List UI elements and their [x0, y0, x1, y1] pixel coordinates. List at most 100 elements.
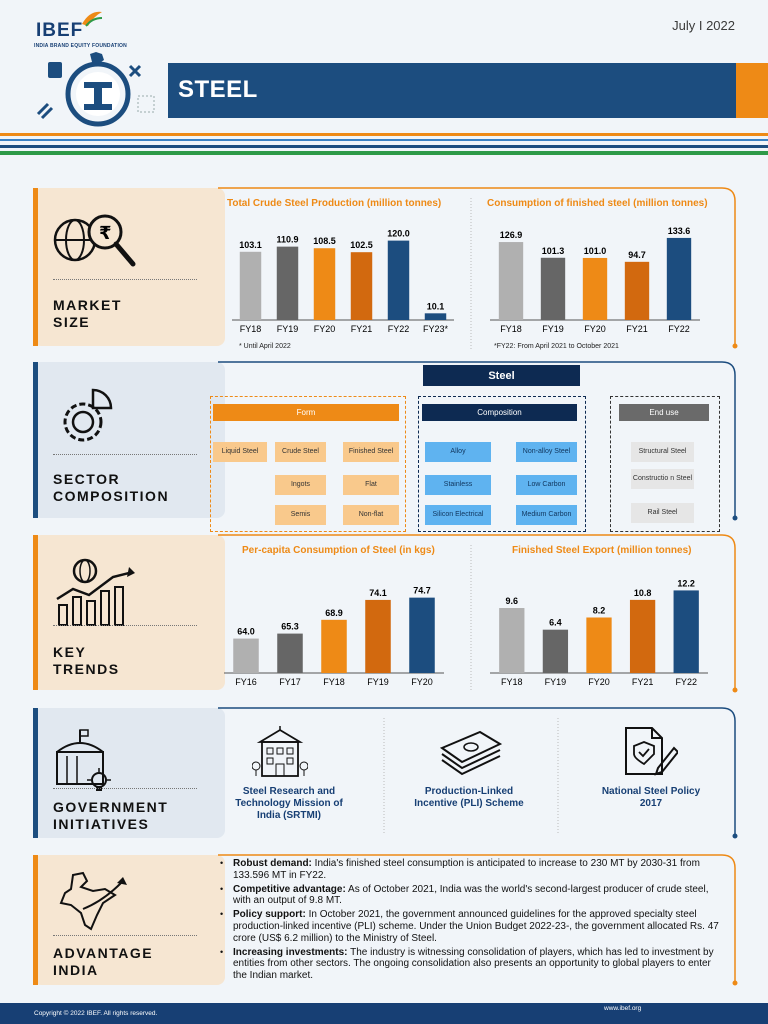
data-label: 94.7	[628, 250, 646, 260]
category-label: FY18	[500, 324, 522, 334]
category-label: FY20	[314, 324, 336, 334]
bar-chart-svg: 64.0 FY16 65.3 FY17 68.9 FY18 74.1 FY19 74.7 FY20	[224, 586, 444, 687]
chart-title: Consumption of finished steel (million t…	[487, 198, 708, 209]
bar-chart-svg: 103.1 FY18 110.9 FY19 108.5 FY20 102.5 FY21 120.…	[232, 229, 454, 334]
title-accent	[736, 63, 768, 118]
bar-FY17	[277, 633, 303, 673]
section-market-size: ₹ MARKET SIZE	[33, 188, 225, 346]
composition-item: Alloy	[425, 442, 491, 462]
category-label: FY21	[626, 324, 648, 334]
composition-title: Steel	[423, 365, 580, 386]
bar-FY20	[409, 597, 435, 673]
footer-url[interactable]: www.ibef.org	[604, 1005, 642, 1012]
india-map-icon	[59, 871, 127, 931]
government-initiative-label: Steel Research and Technology Mission of…	[235, 786, 343, 821]
category-label: FY22	[675, 677, 697, 687]
bar-FY22	[666, 237, 692, 320]
bar-FY19	[276, 246, 299, 320]
data-label: 108.5	[313, 236, 336, 246]
advantage-list: Robust demand: India's finished steel co…	[220, 858, 720, 984]
category-label: FY20	[588, 677, 610, 687]
crude-steel-production-chart: 103.1 FY18 110.9 FY19 108.5 FY20 102.5 FY21 120.…	[232, 214, 454, 338]
steel-industry-icon	[36, 52, 155, 127]
category-label: FY18	[323, 677, 345, 687]
composition-item: Stainless	[425, 475, 491, 495]
composition-item: Low Carbon	[516, 475, 577, 495]
form-item: Semis	[275, 505, 326, 525]
policy-document-pen-icon	[625, 727, 678, 776]
composition-item: Silicon Electrical	[425, 505, 491, 525]
bar-FY20	[586, 617, 612, 673]
bar-FY18	[239, 251, 262, 320]
per-capita-consumption-chart: 64.0 FY16 65.3 FY17 68.9 FY18 74.1 FY19 74.7 FY20	[224, 565, 444, 691]
bar-FY23*	[424, 313, 447, 320]
data-label: 133.6	[668, 226, 691, 236]
category-label: FY22	[668, 324, 690, 334]
form-item: Liquid Steel	[213, 442, 267, 462]
chart-title: Total Crude Steel Production (million to…	[227, 198, 442, 209]
data-label: 65.3	[281, 622, 299, 632]
logo-leaf-icon	[82, 11, 103, 27]
bar-FY20	[313, 248, 336, 320]
category-label: FY20	[584, 324, 606, 334]
bar-FY18	[498, 242, 524, 320]
footer-copyright: Copyright © 2022 IBEF. All rights reserv…	[34, 1010, 158, 1017]
globe-rupee-magnifier-icon: ₹	[53, 214, 136, 267]
data-label: 101.0	[584, 246, 607, 256]
data-label: 74.1	[369, 588, 387, 598]
category-label: FY19	[542, 324, 564, 334]
data-label: 68.9	[325, 608, 343, 618]
page-title: STEEL	[178, 76, 258, 103]
section-sector-composition: SECTOR COMPOSITION	[33, 362, 225, 518]
money-stack-icon	[440, 730, 502, 776]
section-label: ADVANTAGE INDIA	[53, 945, 154, 978]
category-label: FY19	[277, 324, 299, 334]
bar-FY19	[540, 257, 566, 320]
data-label: 103.1	[239, 240, 262, 250]
stripe-blue	[0, 139, 768, 141]
bar-FY16	[233, 638, 259, 673]
gear-pie-icon	[63, 388, 113, 442]
government-initiative-label: National Steel Policy 2017	[601, 786, 701, 809]
finished-steel-export-chart: 9.6 FY18 6.4 FY19 8.2 FY20 10.8 FY21 12.2 FY22	[490, 565, 708, 691]
end-use-item: Rail Steel	[631, 503, 694, 523]
data-label: 110.9	[276, 235, 298, 245]
data-label: 9.6	[506, 596, 519, 606]
section-label: GOVERNMENT INITIATIVES	[53, 799, 169, 832]
data-label: 64.0	[237, 627, 255, 637]
end-use-group	[610, 396, 720, 532]
logo-subtitle: INDIA BRAND EQUITY FOUNDATION	[34, 43, 127, 49]
composition-header: Composition	[422, 404, 577, 421]
footer	[0, 1003, 768, 1024]
end-use-item: Constructio n Steel	[631, 469, 694, 489]
bar-FY22	[387, 240, 410, 320]
government-initiative-label: Production-Linked Incentive (PLI) Scheme	[414, 786, 524, 809]
end-use-item: Structural Steel	[631, 442, 694, 462]
section-key-trends: KEY TRENDS	[33, 535, 225, 690]
form-item: Flat	[343, 475, 399, 495]
logo: IBEF	[36, 20, 84, 41]
bar-FY18	[499, 608, 525, 673]
category-label: FY17	[279, 677, 301, 687]
chart-note: *FY22: From April 2021 to October 2021	[494, 343, 619, 350]
advantage-item: Robust demand: India's finished steel co…	[220, 858, 720, 882]
advantage-item: Competitive advantage: As of October 202…	[220, 884, 720, 908]
section-label: KEY TRENDS	[53, 644, 120, 677]
svg-text:₹: ₹	[99, 223, 112, 244]
category-label: FY18	[240, 324, 262, 334]
data-label: 74.7	[413, 586, 431, 596]
bar-FY21	[350, 252, 373, 320]
data-label: 12.2	[677, 578, 695, 588]
category-label: FY19	[545, 677, 567, 687]
category-label: FY21	[351, 324, 373, 334]
bar-FY19	[365, 599, 391, 673]
category-label: FY19	[367, 677, 389, 687]
form-item: Non-flat	[343, 505, 399, 525]
form-header: Form	[213, 404, 399, 421]
data-label: 10.1	[427, 301, 445, 311]
bar-FY19	[542, 629, 569, 673]
form-group	[210, 396, 406, 532]
category-label: FY23*	[423, 324, 449, 334]
section-government-initiatives: GOVERNMENT INITIATIVES	[33, 708, 225, 838]
advantage-item: Policy support: In October 2021, the gov…	[220, 909, 720, 944]
